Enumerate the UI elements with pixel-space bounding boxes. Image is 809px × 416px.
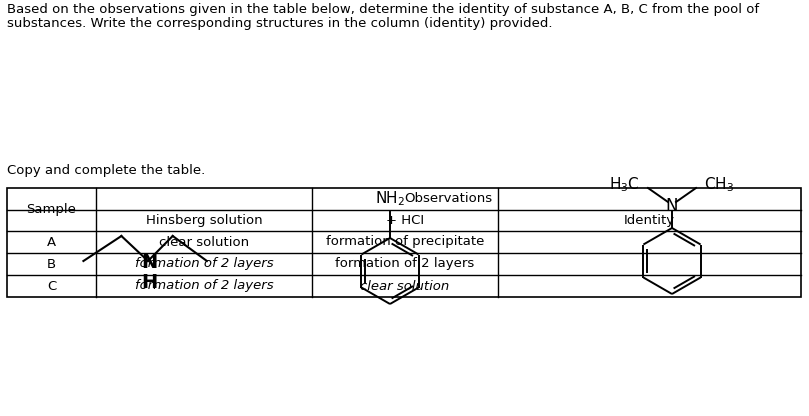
- Text: Copy and complete the table.: Copy and complete the table.: [7, 164, 205, 177]
- Text: Based on the observations given in the table below, determine the identity of su: Based on the observations given in the t…: [7, 3, 759, 16]
- Text: Hinsberg solution: Hinsberg solution: [146, 214, 262, 227]
- Text: Sample: Sample: [27, 203, 76, 216]
- Text: CH$_3$: CH$_3$: [704, 176, 734, 194]
- Bar: [7, 188, 801, 297]
- Text: formation of 2 layers: formation of 2 layers: [134, 280, 273, 292]
- Text: formation of 2 layers: formation of 2 layers: [335, 258, 474, 270]
- Text: N: N: [666, 197, 678, 215]
- Text: + HCI: + HCI: [386, 214, 424, 227]
- Text: B: B: [47, 258, 56, 270]
- Text: substances. Write the corresponding structures in the column (identity) provided: substances. Write the corresponding stru…: [7, 17, 553, 30]
- Text: clear solution: clear solution: [360, 280, 450, 292]
- Text: H: H: [141, 273, 157, 292]
- Text: Identity: Identity: [624, 214, 675, 227]
- Text: Observations: Observations: [404, 193, 493, 206]
- Text: A: A: [47, 235, 56, 248]
- Text: N: N: [141, 253, 157, 272]
- Text: C: C: [47, 280, 56, 292]
- Text: clear solution: clear solution: [159, 235, 249, 248]
- Text: NH$_2$: NH$_2$: [375, 189, 405, 208]
- Text: formation of precipitate: formation of precipitate: [325, 235, 484, 248]
- Text: formation of 2 layers: formation of 2 layers: [134, 258, 273, 270]
- Text: H$_3$C: H$_3$C: [609, 176, 640, 194]
